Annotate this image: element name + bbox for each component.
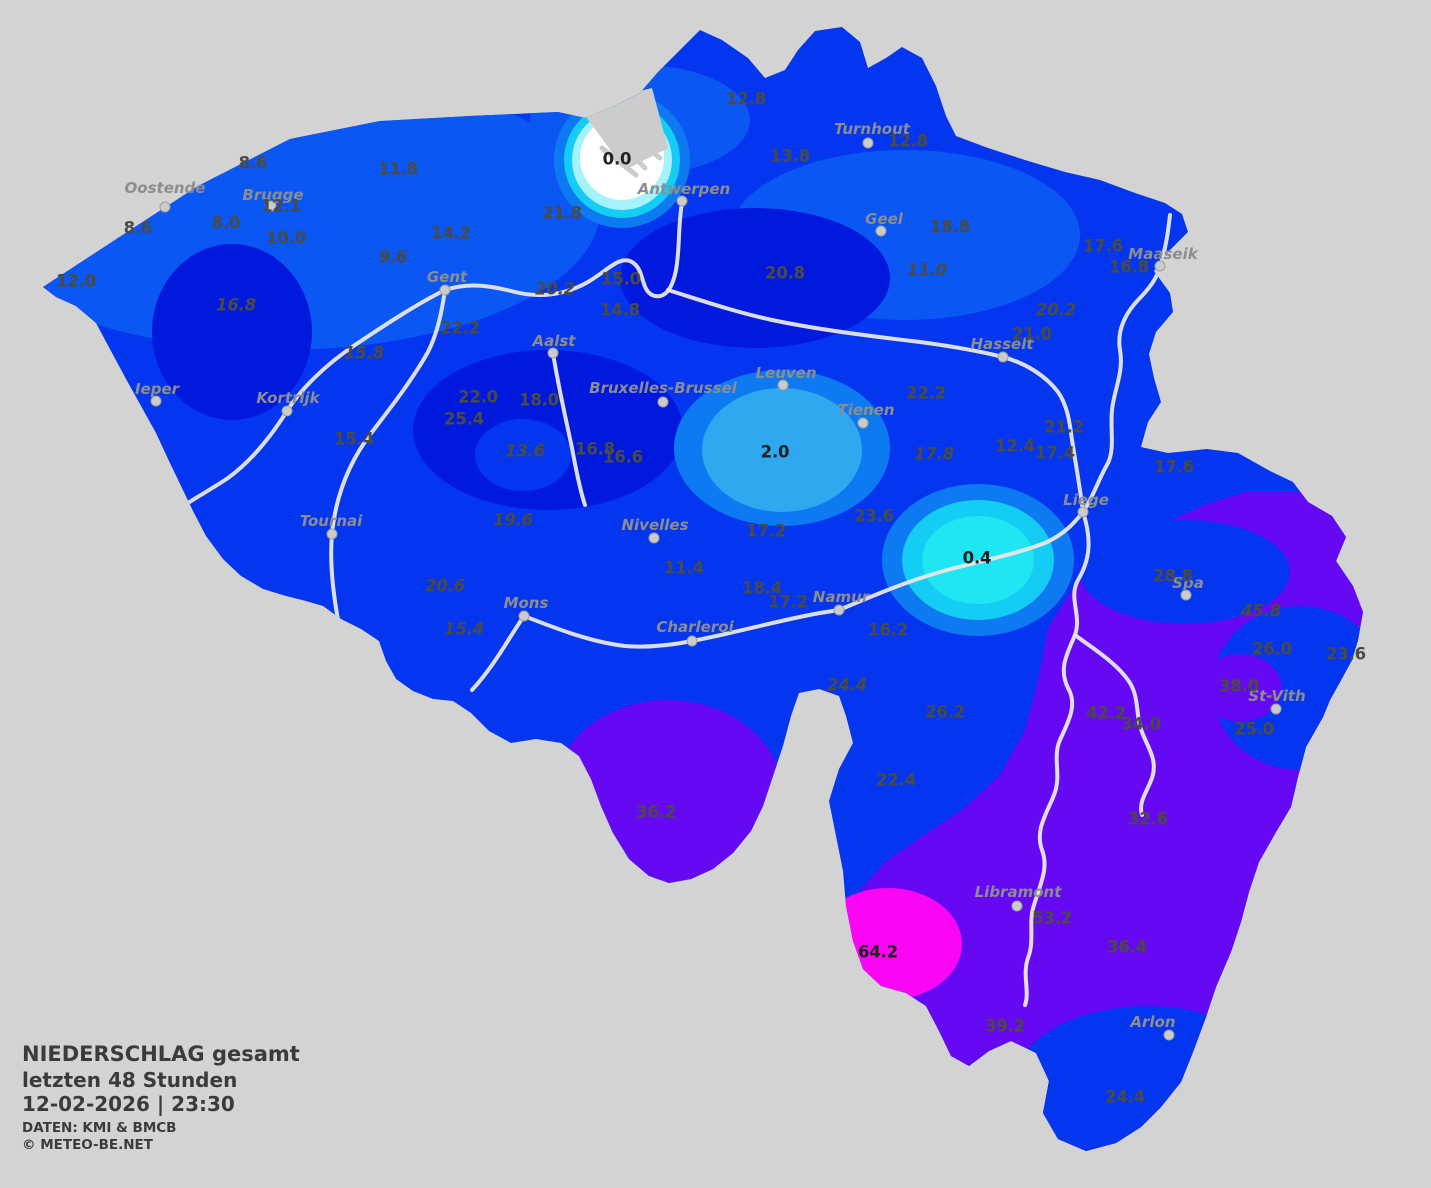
river-scheldt-upper — [443, 201, 684, 299]
map-title: NIEDERSCHLAG gesamt — [22, 1042, 300, 1066]
map-datetime: 12-02-2026 | 23:30 — [22, 1092, 235, 1116]
river-sambre-meuse — [470, 213, 1172, 692]
title-block: NIEDERSCHLAG gesamt letzten 48 Stunden 1… — [22, 1042, 300, 1153]
river-ourthe-branch — [1073, 633, 1156, 817]
river-dender — [551, 351, 587, 507]
river-ourthe — [1023, 510, 1091, 1007]
river-albert-canal — [666, 288, 1085, 514]
river-scheldt-lower — [329, 288, 447, 690]
copyright: © METEO-BE.NET — [22, 1136, 153, 1153]
map-subtitle: letzten 48 Stunden — [22, 1067, 238, 1092]
data-source: DATEN: KMI & BMCB — [22, 1120, 177, 1137]
